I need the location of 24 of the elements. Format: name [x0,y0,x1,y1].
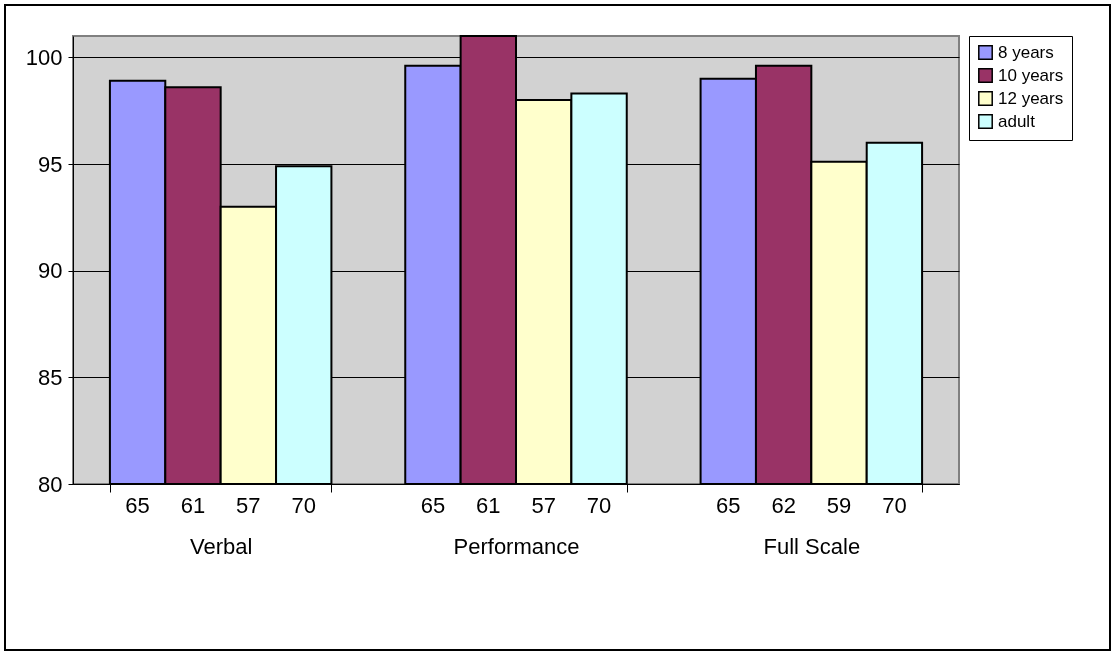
legend-label: adult [998,111,1036,131]
y-tick-label: 80 [38,471,63,497]
legend-label: 12 years [998,88,1064,108]
text: 57 [236,493,261,518]
y-tick-label: 85 [38,364,63,390]
y-tick-label: 100 [25,44,63,70]
x-tick-label: Full Scale [763,533,861,559]
text: 57 [531,493,556,518]
x-tick-label: Verbal [189,533,253,559]
text: 70 [586,493,612,518]
y-tick-label: 95 [38,151,63,177]
text: 65 [125,493,150,518]
text: 59 [826,493,852,518]
y-tick-label: 90 [38,258,63,284]
text: 61 [180,493,206,518]
text: 62 [771,493,796,518]
text: 65 [716,493,741,518]
text: 70 [291,493,316,518]
legend-label: 8 years [998,42,1054,62]
x-tick-label: Performance [453,533,580,559]
text: 65 [420,493,446,518]
text: 61 [476,493,501,518]
text: 70 [882,493,907,518]
legend-label: 10 years [998,65,1064,85]
